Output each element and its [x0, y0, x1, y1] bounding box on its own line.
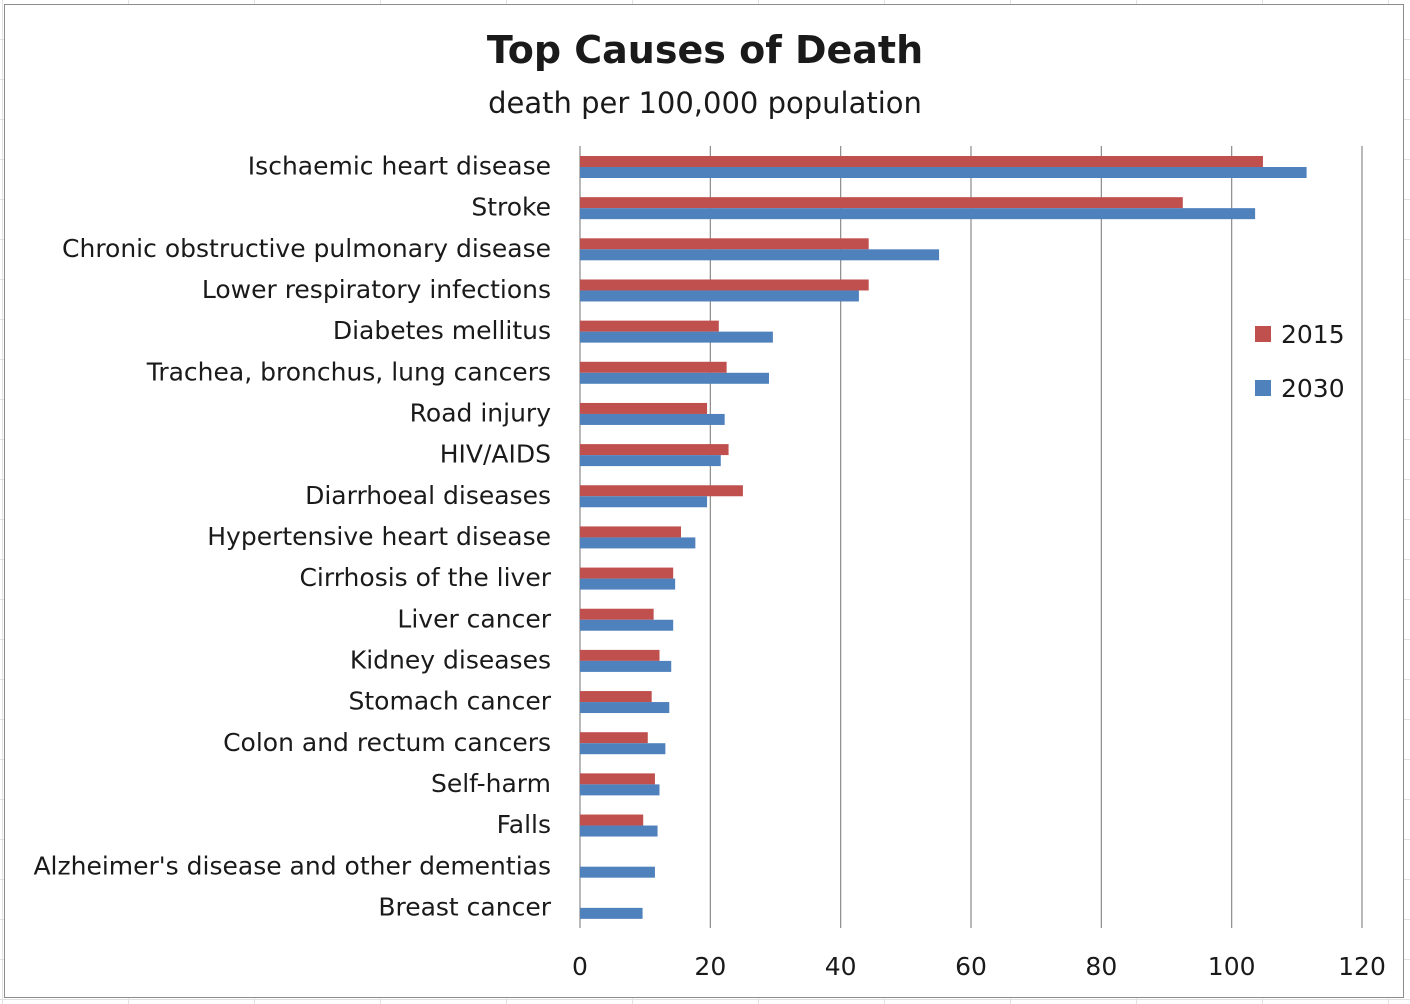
bar-2030[interactable] — [580, 784, 660, 796]
bar-2030[interactable] — [580, 866, 655, 878]
category-label: Trachea, bronchus, lung cancers — [146, 357, 551, 386]
bar-2030[interactable] — [580, 743, 666, 755]
category-label: HIV/AIDS — [440, 440, 551, 469]
bar-2015[interactable] — [580, 402, 708, 414]
bar-2030[interactable] — [580, 249, 940, 261]
bar-2030[interactable] — [580, 537, 696, 549]
category-label: Diabetes mellitus — [333, 316, 551, 345]
bar-2030[interactable] — [580, 660, 672, 672]
bar-2030[interactable] — [580, 825, 658, 837]
bar-2030[interactable] — [580, 413, 725, 425]
category-label: Colon and rectum cancers — [223, 728, 551, 757]
legend-item-2015: 2015 — [1255, 319, 1345, 349]
category-label: Liver cancer — [397, 604, 551, 633]
x-tick-label: 100 — [1208, 952, 1256, 981]
x-tick-label: 80 — [1085, 952, 1117, 981]
category-label: Lower respiratory infections — [202, 275, 551, 304]
category-label: Chronic obstructive pulmonary disease — [62, 234, 551, 263]
category-label: Stomach cancer — [349, 687, 552, 716]
category-label: Cirrhosis of the liver — [299, 563, 551, 592]
chart-subtitle: death per 100,000 population — [488, 86, 922, 120]
legend-label-2030: 2030 — [1281, 373, 1345, 403]
bar-2015[interactable] — [580, 279, 869, 291]
x-tick-label: 60 — [955, 952, 987, 981]
bar-2015[interactable] — [580, 238, 869, 250]
bar-2015[interactable] — [580, 197, 1183, 209]
bar-2015[interactable] — [580, 361, 727, 373]
bar-2015[interactable] — [580, 485, 743, 497]
bar-2015[interactable] — [580, 156, 1263, 167]
category-label: Road injury — [410, 399, 552, 428]
chart-title: Top Causes of Death — [486, 28, 924, 72]
category-label: Diarrhoeal diseases — [305, 481, 551, 510]
category-label: Falls — [497, 810, 551, 839]
category-label: Self-harm — [431, 769, 551, 798]
bar-2015[interactable] — [580, 320, 719, 332]
bar-2015[interactable] — [580, 732, 648, 744]
bar-2030[interactable] — [580, 208, 1256, 220]
legend-swatch-2015 — [1255, 326, 1271, 342]
x-tick-label: 0 — [572, 952, 588, 981]
bar-2015[interactable] — [580, 567, 674, 579]
bar-2015[interactable] — [580, 773, 655, 785]
bar-2030[interactable] — [580, 167, 1307, 178]
bar-2030[interactable] — [580, 619, 674, 631]
x-tick-label: 120 — [1338, 952, 1386, 981]
bar-2015[interactable] — [580, 814, 644, 826]
legend-swatch-2030 — [1255, 380, 1271, 396]
category-label: Alzheimer's disease and other dementias — [33, 851, 551, 880]
bar-2030[interactable] — [580, 372, 769, 384]
bar-2030[interactable] — [580, 496, 708, 508]
category-label: Kidney diseases — [350, 645, 551, 674]
bar-2015[interactable] — [580, 608, 654, 620]
bar-2030[interactable] — [580, 290, 859, 302]
category-label: Stroke — [471, 193, 551, 222]
bar-2015[interactable] — [580, 649, 660, 661]
category-label: Ischaemic heart disease — [248, 152, 551, 181]
bar-2030[interactable] — [580, 331, 773, 343]
legend-item-2030: 2030 — [1255, 373, 1345, 403]
bar-2030[interactable] — [580, 455, 721, 467]
bar-2030[interactable] — [580, 578, 676, 590]
bar-2030[interactable] — [580, 907, 643, 919]
bar-2015[interactable] — [580, 526, 682, 538]
bar-2015[interactable] — [580, 691, 652, 703]
category-label: Breast cancer — [378, 892, 551, 921]
category-label: Hypertensive heart disease — [207, 522, 551, 551]
x-tick-label: 40 — [825, 952, 857, 981]
legend-label-2015: 2015 — [1281, 319, 1345, 349]
bar-2015[interactable] — [580, 444, 729, 456]
x-tick-label: 20 — [694, 952, 726, 981]
bar-2030[interactable] — [580, 702, 670, 714]
